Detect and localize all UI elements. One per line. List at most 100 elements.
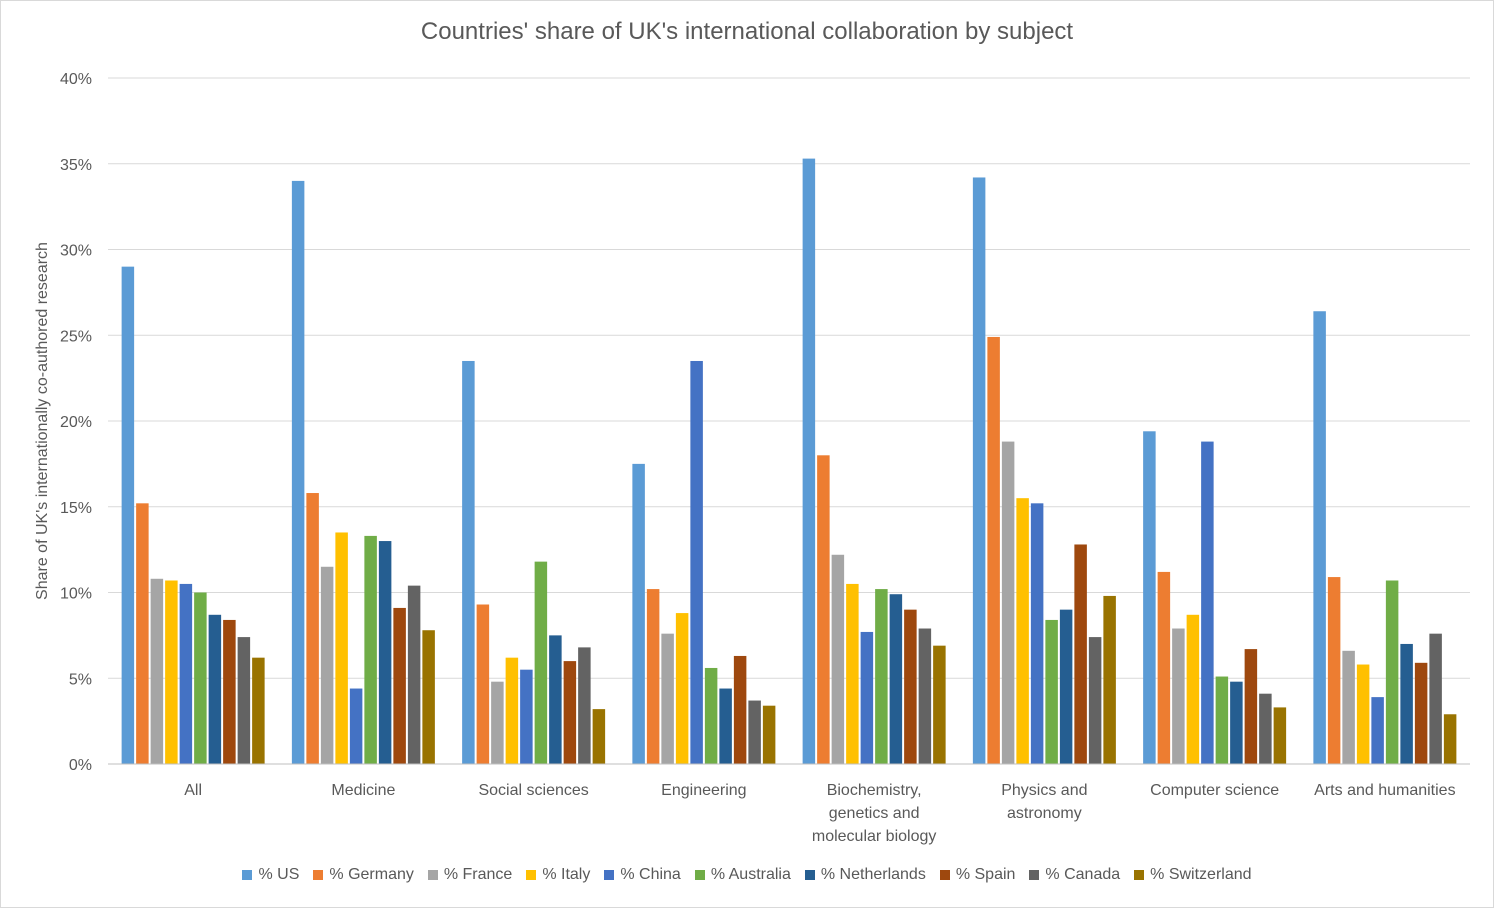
bar	[208, 614, 222, 764]
bar	[661, 633, 674, 764]
gridlines	[108, 77, 1470, 679]
bar	[150, 578, 164, 764]
bar	[393, 607, 406, 764]
legend-swatch	[313, 870, 324, 880]
bar	[1030, 503, 1044, 764]
bar	[252, 657, 265, 764]
bar	[875, 589, 888, 764]
legend-item: % China	[604, 866, 681, 884]
bar	[378, 541, 392, 764]
bar	[1273, 707, 1287, 764]
y-tick-label: 25%	[60, 328, 92, 345]
legend-item: % Switzerland	[1134, 866, 1252, 884]
legend-swatch	[242, 870, 253, 880]
bar	[1244, 649, 1258, 764]
y-tick-label: 0%	[69, 757, 92, 774]
bar	[165, 580, 178, 764]
bar	[1371, 697, 1384, 764]
bar	[632, 463, 645, 764]
x-category-label: Engineering	[661, 782, 746, 799]
y-tick-label: 30%	[60, 243, 92, 260]
legend-item: % Germany	[313, 866, 414, 884]
bar	[592, 709, 606, 764]
y-tick-label: 40%	[60, 71, 92, 88]
y-tick-label: 35%	[60, 157, 92, 174]
legend-item: % Netherlands	[804, 866, 926, 884]
x-category-label: Physics and astronomy	[1001, 782, 1087, 822]
legend-swatch	[1134, 870, 1145, 880]
bar	[918, 628, 932, 764]
x-category-label: Biochemistry, genetics and molecular biolo…	[812, 782, 937, 845]
bar	[748, 700, 761, 764]
bar	[349, 688, 363, 764]
bar	[223, 619, 236, 764]
y-tick-label: 20%	[60, 414, 92, 431]
legend-item: % Italy	[526, 866, 590, 884]
bar	[1186, 614, 1200, 764]
legend-swatch	[939, 870, 950, 880]
bar	[136, 503, 149, 764]
bars	[121, 158, 1457, 765]
bar	[476, 604, 490, 764]
bar	[491, 681, 504, 764]
bar	[690, 360, 703, 764]
y-axis-ticks: 0% 5% 10% 15% 20% 25% 30% 35% 40%	[60, 71, 92, 774]
x-axis-categories: All Medicine Social sciences Engineering Bio…	[184, 782, 1455, 845]
bar	[549, 635, 562, 764]
bar	[505, 657, 519, 764]
bar	[1327, 577, 1341, 764]
bar	[889, 594, 903, 764]
legend-item: % Canada	[1029, 866, 1120, 884]
bar	[972, 177, 986, 765]
y-tick-label: 15%	[60, 500, 92, 517]
bar	[1342, 650, 1355, 764]
chart-title: Countries' share of UK's international c…	[420, 18, 1074, 45]
y-tick-label: 5%	[69, 671, 92, 688]
bar	[1088, 637, 1102, 764]
bar	[1103, 595, 1116, 764]
bar	[563, 661, 577, 764]
legend-item: % Australia	[694, 866, 791, 884]
bar	[364, 535, 377, 764]
bar	[831, 554, 845, 764]
bar	[407, 585, 421, 764]
bar	[1313, 311, 1326, 764]
legend-label: % Australia	[710, 866, 791, 883]
bar	[534, 561, 548, 764]
bar	[1429, 633, 1442, 764]
bar	[846, 583, 859, 764]
legend-label: % China	[620, 866, 681, 883]
bar	[1143, 431, 1156, 764]
bar	[1172, 628, 1185, 764]
bar	[1201, 441, 1214, 764]
bar	[578, 647, 591, 764]
legend-label: % Netherlands	[820, 866, 926, 883]
bar	[1157, 571, 1171, 764]
bar	[422, 630, 435, 764]
legend: % US % Germany % France % Italy % China % Aus…	[0, 866, 1494, 884]
legend-label: % Canada	[1045, 866, 1121, 883]
bar	[762, 705, 776, 764]
bar	[121, 266, 135, 764]
legend-label: % Italy	[542, 866, 591, 883]
y-tick-label: 10%	[60, 586, 92, 603]
bar	[1045, 619, 1058, 764]
legend-swatch	[804, 870, 815, 880]
bar	[802, 158, 816, 765]
legend-swatch	[526, 870, 537, 880]
bar	[719, 688, 732, 764]
legend-swatch	[694, 870, 705, 880]
legend-swatch	[604, 870, 615, 880]
bar	[733, 655, 747, 764]
legend-label: % Switzerland	[1150, 866, 1252, 883]
legend-item: % US	[242, 866, 299, 884]
bar	[306, 493, 319, 764]
bar	[1230, 681, 1243, 764]
legend-label: % France	[443, 866, 513, 883]
bar	[704, 667, 718, 764]
legend-label: % US	[258, 866, 300, 883]
bar	[1443, 714, 1457, 764]
legend-item: % France	[427, 866, 513, 884]
y-axis-title: Share of UK's internationally co-authore…	[34, 242, 51, 600]
